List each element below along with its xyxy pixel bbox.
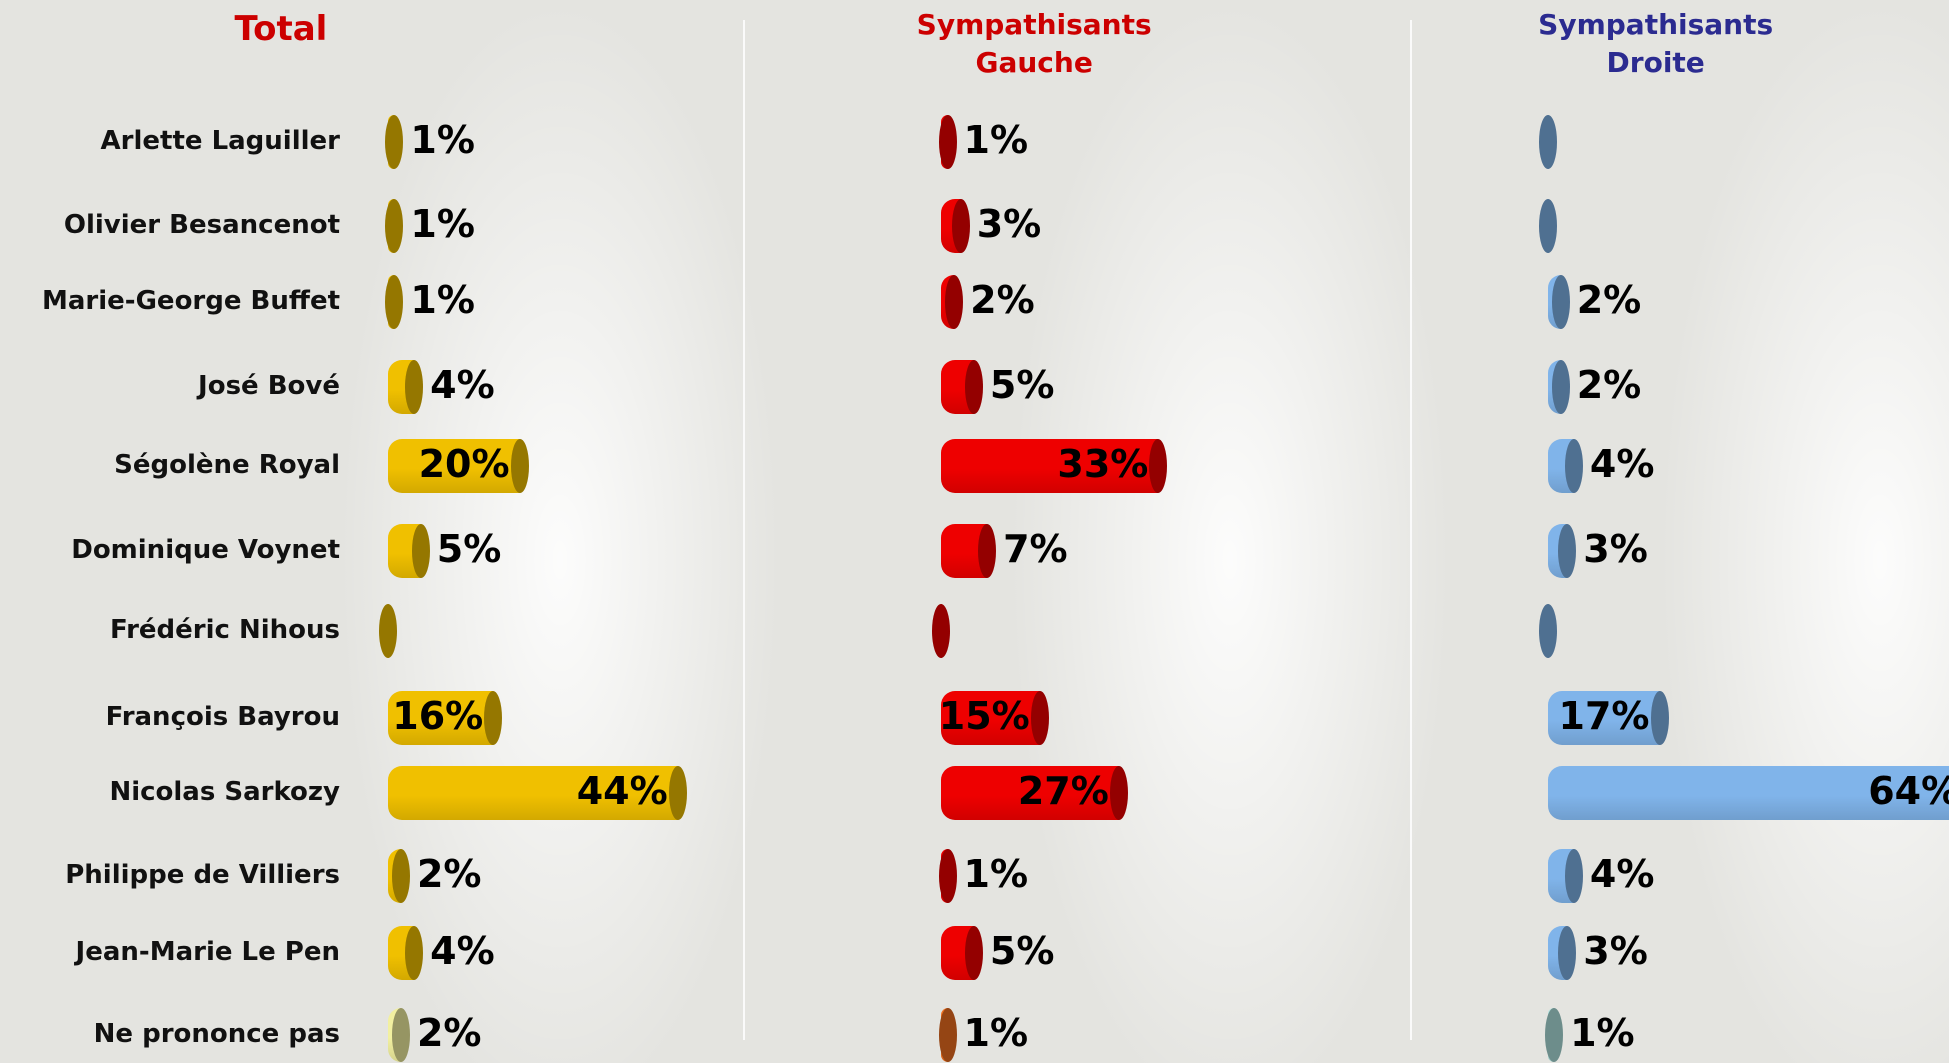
value-label: 3% <box>976 202 1042 247</box>
category-label: Philippe de Villiers <box>65 860 340 891</box>
bar-cap <box>385 199 404 254</box>
category-label: Frédéric Nihous <box>109 615 340 646</box>
bar-cap <box>405 359 424 414</box>
value-label: 20% <box>418 442 510 487</box>
value-label: 4% <box>1589 852 1655 897</box>
bar-cap <box>964 359 983 414</box>
value-label: 44% <box>576 769 668 814</box>
value-label: 1% <box>410 202 475 247</box>
bar-cap <box>978 523 997 578</box>
category-label: François Bayrou <box>105 702 340 733</box>
value-label: 1% <box>1570 1011 1635 1056</box>
category-label: Olivier Besancenot <box>63 210 340 241</box>
bar <box>387 691 494 746</box>
value-label: 17% <box>1558 694 1650 739</box>
value-label: 2% <box>1576 362 1642 407</box>
bar <box>940 766 1119 821</box>
bar-cap <box>411 523 430 578</box>
category-label: Dominique Voynet <box>71 534 340 565</box>
bar-cap <box>951 199 970 254</box>
value-label: 2% <box>416 1011 482 1056</box>
bar-cap <box>938 114 957 169</box>
bar-cap <box>945 275 964 330</box>
value-label: 27% <box>1017 769 1109 814</box>
bar-cap <box>1538 114 1557 169</box>
divider <box>1410 20 1412 1040</box>
bar-cap <box>1149 439 1168 494</box>
bar-cap <box>1558 523 1577 578</box>
panel-title: Sympathisants Droite <box>1538 8 1774 79</box>
bar-cap <box>1564 439 1583 494</box>
bar-cap <box>391 849 410 904</box>
bar-cap <box>668 766 687 821</box>
divider <box>743 20 745 1040</box>
bar-cap <box>1551 359 1570 414</box>
bar-cap <box>1109 766 1128 821</box>
value-label: 5% <box>989 362 1055 407</box>
bar-cap <box>1030 691 1049 746</box>
bar-cap <box>1564 849 1583 904</box>
category-label: Nicolas Sarkozy <box>109 777 340 808</box>
value-label: 2% <box>970 278 1035 323</box>
bar-cap <box>938 849 957 904</box>
category-label: Ne prononce pas <box>93 1019 340 1050</box>
bar-cap <box>385 275 404 330</box>
bar-cap <box>1538 199 1557 254</box>
value-label: 5% <box>989 929 1055 974</box>
value-label: 1% <box>963 117 1029 162</box>
category-label: Jean-Marie Le Pen <box>75 937 340 968</box>
category-label: Ségolène Royal <box>114 450 340 481</box>
bar <box>387 439 520 494</box>
value-label: 2% <box>1576 278 1642 323</box>
category-label: Marie-George Buffet <box>42 286 340 317</box>
value-label: 1% <box>410 278 475 323</box>
bar-cap <box>1650 691 1669 746</box>
bar <box>1547 691 1660 746</box>
bar <box>940 691 1040 746</box>
bar-cap <box>391 1008 410 1063</box>
value-label: 3% <box>1583 526 1648 571</box>
value-label: 1% <box>410 117 475 162</box>
bar-cap <box>1545 1008 1564 1063</box>
bar-cap <box>405 926 424 981</box>
bar-cap <box>510 439 529 494</box>
bar <box>940 439 1159 494</box>
category-label: Arlette Laguiller <box>100 125 340 156</box>
value-label: 1% <box>963 1011 1029 1056</box>
value-label: 3% <box>1583 929 1648 974</box>
category-label: José Bové <box>198 370 340 401</box>
panel-title: Total <box>234 9 328 49</box>
bar-cap <box>938 1008 957 1063</box>
bar-cap <box>385 114 404 169</box>
value-label: 16% <box>392 694 484 739</box>
value-label: 2% <box>416 852 482 897</box>
value-label: 4% <box>430 362 495 407</box>
value-label: 1% <box>963 852 1029 897</box>
bar-cap <box>1558 926 1577 981</box>
value-label: 4% <box>430 929 495 974</box>
bar <box>1547 766 1949 821</box>
value-label: 4% <box>1589 442 1655 487</box>
bar-cap <box>378 604 397 659</box>
bar-cap <box>931 604 950 659</box>
bar <box>387 766 678 821</box>
panel-title: Sympathisants Gauche <box>916 8 1152 79</box>
bar-cap <box>1538 604 1557 659</box>
value-label: 7% <box>1003 526 1068 571</box>
bar-cap <box>964 926 983 981</box>
value-label: 33% <box>1057 442 1149 487</box>
value-label: 15% <box>938 694 1030 739</box>
bar-cap <box>484 691 503 746</box>
bar-cap <box>1551 275 1570 330</box>
value-label: 5% <box>436 526 502 571</box>
value-label: 64% <box>1868 769 1949 814</box>
